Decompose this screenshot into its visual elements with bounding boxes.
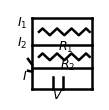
Text: $I$: $I$ [22, 70, 27, 83]
Text: $I_2$: $I_2$ [17, 36, 27, 51]
Text: $V$: $V$ [53, 89, 64, 102]
Text: $R_2$: $R_2$ [60, 58, 75, 73]
Text: $R_1$: $R_1$ [58, 39, 73, 55]
Text: $I_1$: $I_1$ [17, 16, 27, 31]
